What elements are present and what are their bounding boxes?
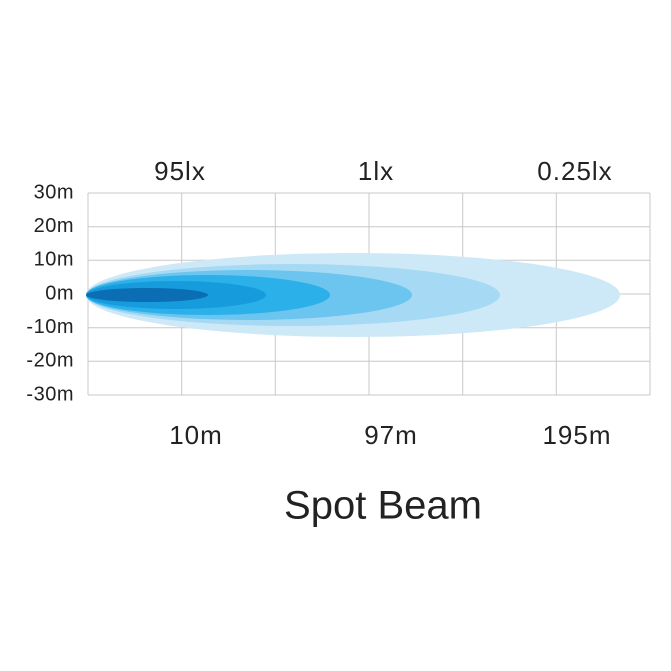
beam-zone [86, 288, 208, 302]
y-label: -10m [26, 316, 74, 338]
y-label: 10m [34, 249, 74, 271]
beam-zones [86, 253, 620, 337]
y-labels: 30m 20m 10m 0m -10m -20m -30m [26, 181, 74, 405]
lux-label: 95lx [154, 156, 206, 186]
lux-label: 1lx [358, 156, 394, 186]
y-label: -30m [26, 383, 74, 405]
distance-label: 195m [542, 420, 611, 450]
distance-label: 10m [169, 420, 223, 450]
y-label: 20m [34, 215, 74, 237]
title: Spot Beam [284, 484, 482, 528]
y-label: 0m [45, 282, 74, 304]
distance-label: 97m [364, 420, 418, 450]
lux-label: 0.25lx [537, 156, 612, 186]
y-label: 30m [34, 181, 74, 203]
y-label: -20m [26, 350, 74, 372]
